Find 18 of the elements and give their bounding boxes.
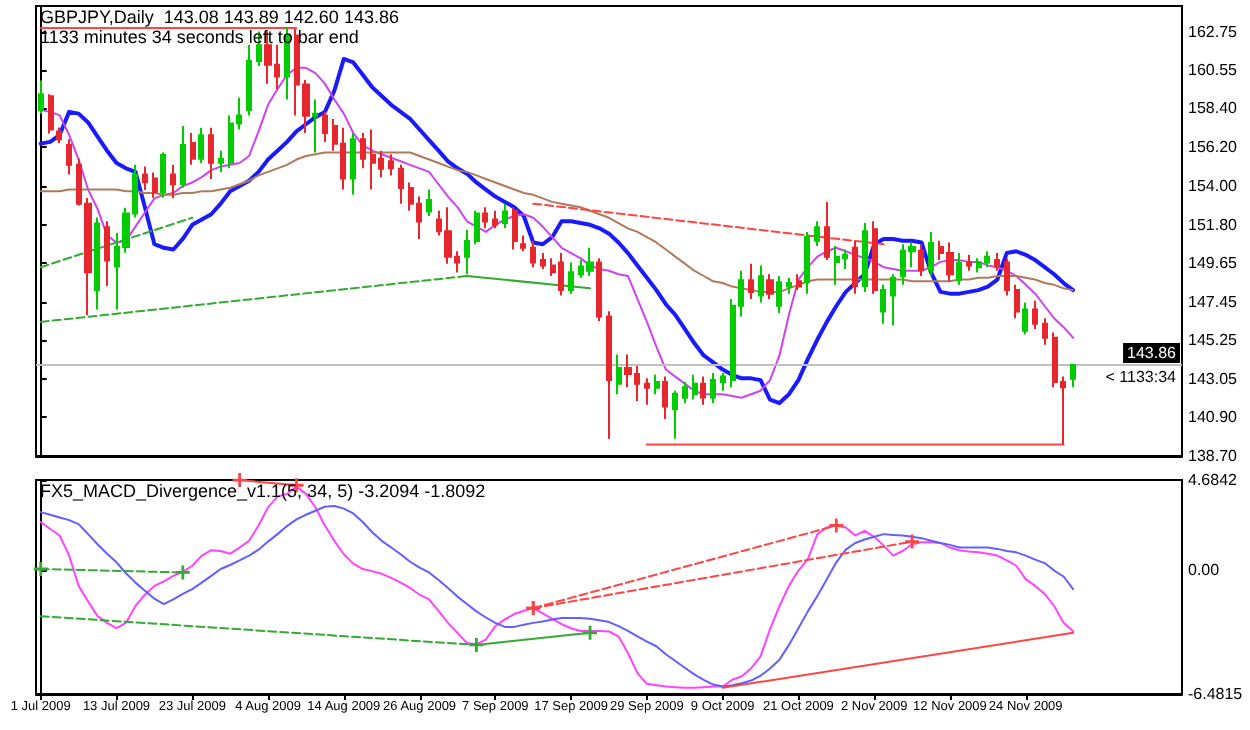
y-tick-label: 160.55 <box>1188 61 1239 80</box>
y-tick-label: 138.70 <box>1188 447 1239 465</box>
y-tick-label: 149.65 <box>1188 253 1239 272</box>
y-tick-label: 158.40 <box>1188 99 1239 118</box>
annotation: < 1133:34 <box>1105 367 1178 386</box>
y-tick-label: 147.45 <box>1188 292 1239 311</box>
y-tick-label: 162.75 <box>1188 22 1239 41</box>
y-tick-label: -6.4815 <box>1188 685 1244 703</box>
y-tick-label: 4.6842 <box>1188 471 1239 489</box>
y-tick-label: 156.20 <box>1188 138 1239 157</box>
y-tick-label: 154.00 <box>1188 177 1239 195</box>
y-tick-label: 143.05 <box>1188 370 1239 389</box>
y-tick-label: 145.25 <box>1188 331 1239 350</box>
ref-line-label: 143.86 <box>1127 343 1178 362</box>
y-tick-label: 140.90 <box>1188 408 1239 427</box>
chart-title: GBPJPY,Daily 143.08 143.89 142.60 143.86 <box>40 7 399 27</box>
y-tick-label: 151.80 <box>1188 215 1239 234</box>
y-tick-label: 0.00 <box>1188 560 1221 579</box>
